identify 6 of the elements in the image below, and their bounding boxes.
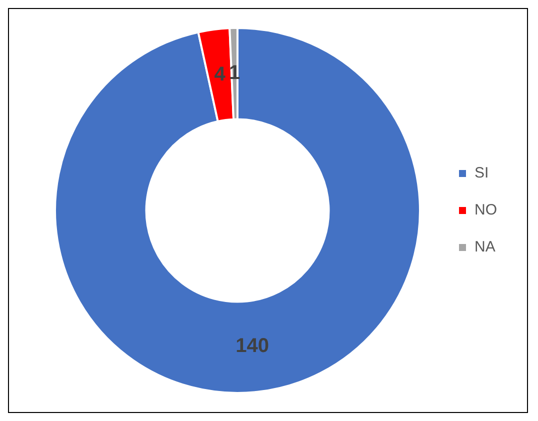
legend-label: NO [474, 202, 497, 219]
data-label: 140 [236, 335, 269, 358]
data-label: 1 [228, 62, 240, 84]
legend-label: SI [474, 164, 489, 182]
legend-label: NA [474, 238, 496, 256]
data-label: 4 [214, 63, 226, 86]
